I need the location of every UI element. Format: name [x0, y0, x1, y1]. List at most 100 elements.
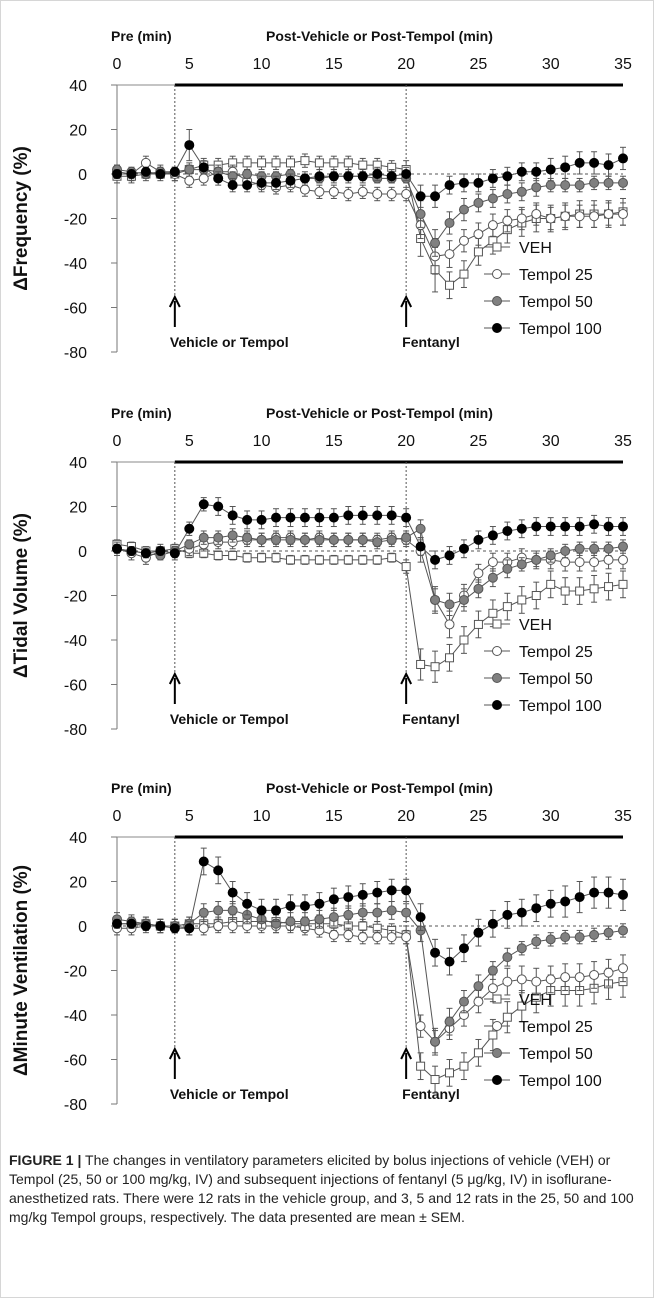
data-point — [531, 903, 542, 914]
data-point — [140, 166, 151, 177]
data-point — [516, 559, 527, 570]
y-tick-label: -20 — [64, 964, 87, 981]
y-tick-label: 40 — [69, 455, 87, 472]
top-label-post: Post-Vehicle or Post-Tempol (min) — [266, 28, 493, 44]
data-point — [502, 909, 513, 920]
legend-label: Tempol 50 — [519, 671, 593, 688]
data-point — [271, 512, 282, 523]
data-point — [560, 211, 571, 222]
top-label-pre: Pre (min) — [111, 405, 172, 421]
data-point — [285, 158, 295, 168]
legend-marker — [492, 619, 502, 629]
data-point — [328, 171, 339, 182]
top-tick-label: 10 — [253, 808, 271, 825]
data-point — [473, 568, 484, 579]
data-point — [444, 619, 455, 630]
y-tick-label: 0 — [78, 544, 87, 561]
data-point — [502, 189, 513, 200]
data-point — [444, 956, 455, 967]
data-point — [285, 534, 296, 545]
data-point — [343, 534, 354, 545]
legend-marker — [492, 323, 502, 333]
y-tick-label: 0 — [78, 167, 87, 184]
data-point — [473, 1048, 483, 1058]
data-point — [328, 534, 339, 545]
data-point — [531, 554, 542, 565]
data-point — [560, 546, 571, 556]
data-point — [459, 269, 469, 279]
data-point — [560, 586, 570, 596]
data-point — [285, 175, 296, 186]
y-tick-label: 40 — [69, 78, 87, 95]
top-tick-label: 30 — [542, 433, 560, 450]
data-point — [314, 555, 324, 565]
data-point — [560, 932, 571, 943]
data-point — [300, 156, 310, 166]
data-point — [517, 595, 527, 605]
top-tick-label: 30 — [542, 808, 560, 825]
data-point — [227, 510, 238, 521]
data-point — [112, 918, 122, 929]
data-point — [603, 521, 614, 532]
panel-1: Pre (min) Post-Vehicle or Post-Tempol (mi… — [11, 28, 632, 362]
data-point — [618, 963, 628, 974]
data-point — [545, 180, 556, 191]
top-tick-label: 35 — [614, 56, 632, 73]
top-label-pre: Pre (min) — [111, 28, 172, 44]
data-point — [357, 889, 368, 900]
event-arrowhead-1 — [168, 671, 181, 685]
data-point — [574, 211, 585, 222]
data-point — [604, 582, 614, 592]
data-point — [343, 555, 353, 565]
data-point — [169, 548, 180, 559]
data-point — [329, 158, 339, 168]
data-point — [213, 905, 224, 916]
data-point — [328, 186, 339, 197]
data-point — [487, 530, 498, 541]
top-tick-label: 25 — [470, 808, 488, 825]
data-point — [415, 541, 426, 552]
data-point — [372, 169, 383, 179]
y-tick-label: -80 — [64, 722, 87, 739]
data-point — [401, 907, 412, 918]
y-tick-label: -80 — [64, 345, 87, 362]
data-point — [516, 943, 527, 954]
data-point — [242, 180, 253, 191]
legend-label: Tempol 25 — [519, 1019, 593, 1036]
data-point — [430, 594, 441, 605]
data-point — [227, 887, 238, 898]
data-point — [487, 173, 498, 184]
top-tick-label: 35 — [614, 433, 632, 450]
data-point — [487, 983, 498, 994]
top-tick-label: 10 — [253, 56, 271, 73]
legend-label: Tempol 100 — [519, 698, 602, 715]
data-point — [444, 249, 455, 260]
data-point — [386, 189, 397, 200]
data-point — [198, 532, 209, 543]
data-point — [299, 184, 310, 195]
data-point — [155, 169, 166, 179]
data-point — [343, 171, 354, 182]
data-point — [473, 619, 483, 629]
data-point — [198, 856, 209, 867]
legend-marker — [492, 269, 502, 279]
data-point — [560, 972, 571, 983]
top-tick-label: 5 — [185, 433, 194, 450]
data-point — [343, 929, 354, 940]
data-point — [560, 896, 571, 907]
data-point — [589, 929, 600, 940]
y-axis-title: ΔTidal Volume (%) — [11, 513, 32, 678]
data-point — [458, 594, 469, 605]
data-point — [242, 158, 252, 168]
data-point — [574, 521, 585, 532]
data-point — [357, 907, 368, 918]
data-point — [458, 943, 469, 954]
data-point — [213, 921, 224, 931]
data-point — [502, 525, 513, 536]
y-tick-label: 40 — [69, 830, 87, 847]
data-point — [458, 204, 469, 215]
data-point — [574, 157, 585, 168]
top-tick-label: 10 — [253, 433, 271, 450]
data-point — [271, 177, 282, 188]
series-3 — [112, 901, 628, 1056]
